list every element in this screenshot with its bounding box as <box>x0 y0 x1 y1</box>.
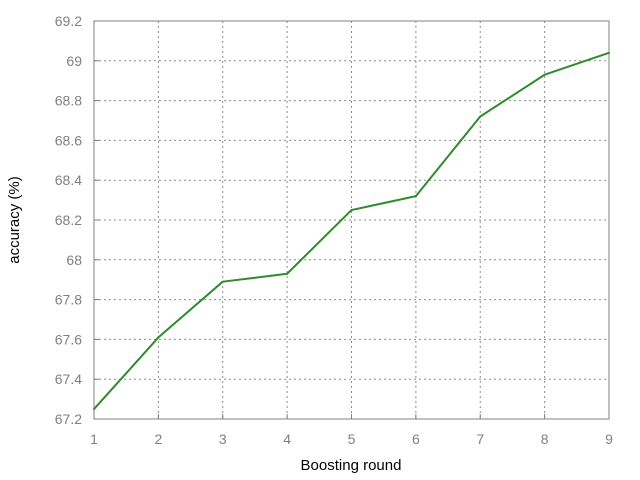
x-tick-label: 9 <box>605 431 613 447</box>
y-tick-label: 68 <box>66 252 82 268</box>
plot-area-frame <box>93 20 610 420</box>
x-tick-label: 3 <box>219 431 227 447</box>
data-point <box>286 272 289 275</box>
data-point <box>608 51 610 54</box>
y-tick-label: 67.2 <box>55 411 82 427</box>
series-layer <box>93 51 610 411</box>
axis-ticks: 1 2 3 4 5 6 7 8 9 67.2 67.4 67.6 67.8 68 68.2 68.4 68.6 6… <box>55 13 613 447</box>
y-axis-title: accuracy (%) <box>6 176 23 264</box>
data-point <box>479 115 482 118</box>
x-tick-label: 2 <box>154 431 162 447</box>
x-tick-label: 8 <box>541 431 549 447</box>
data-point <box>221 280 224 283</box>
x-tick-label: 5 <box>348 431 356 447</box>
y-tick-label: 68.2 <box>55 212 82 228</box>
data-point <box>350 209 353 212</box>
grid-lines <box>93 20 610 420</box>
y-tick-label: 68.8 <box>55 93 82 109</box>
data-point <box>93 408 95 411</box>
x-tick-label: 1 <box>90 431 98 447</box>
y-tick-label: 68.4 <box>55 172 82 188</box>
data-point <box>157 336 160 339</box>
y-tick-label: 67.6 <box>55 331 82 347</box>
y-tick-label: 67.4 <box>55 371 82 387</box>
data-point <box>543 73 546 76</box>
x-tick-label: 4 <box>283 431 291 447</box>
y-tick-label: 69 <box>66 53 82 69</box>
y-tick-label: 69.2 <box>55 13 82 29</box>
x-axis-title: Boosting round <box>301 457 402 474</box>
data-point <box>414 195 417 198</box>
y-tick-label: 68.6 <box>55 132 82 148</box>
y-tick-label: 67.8 <box>55 292 82 308</box>
x-tick-label: 6 <box>412 431 420 447</box>
x-tick-label: 7 <box>476 431 484 447</box>
